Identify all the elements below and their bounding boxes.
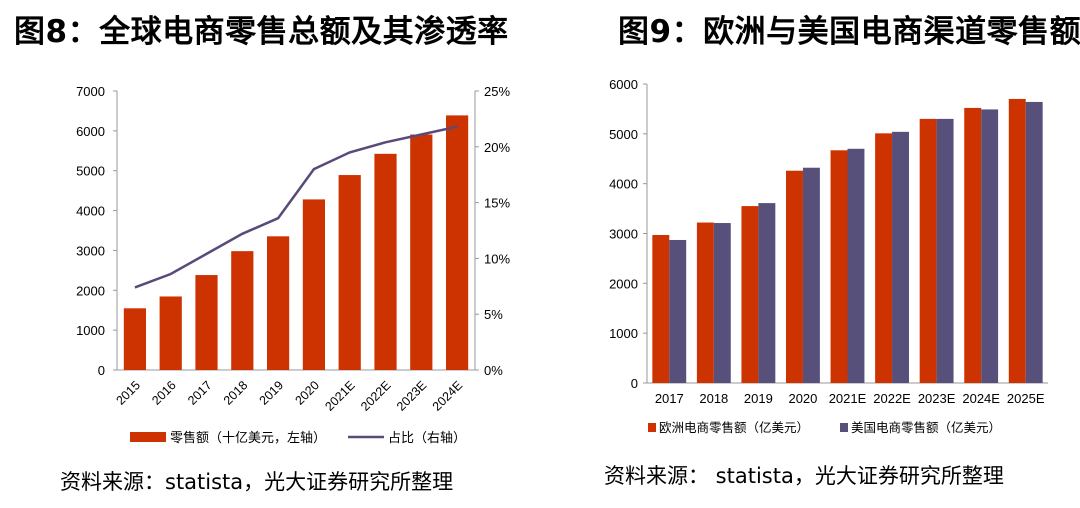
right-tick-label: 10% xyxy=(484,251,510,266)
right-tick-label: 15% xyxy=(484,196,510,211)
bar-retail-sales xyxy=(302,199,325,370)
legend-usa-swatch xyxy=(840,423,848,432)
x-tick-label: 2015 xyxy=(113,378,143,408)
x-tick-label: 2017 xyxy=(655,391,684,406)
bar-europe xyxy=(1008,98,1026,383)
right-tick-label: 5% xyxy=(484,307,503,322)
x-tick-label: 2021E xyxy=(829,391,867,406)
bar-retail-sales xyxy=(267,236,290,370)
bar-usa xyxy=(669,239,687,383)
bar-retail-sales xyxy=(195,275,218,370)
bar-retail-sales xyxy=(410,134,433,370)
left-tick-label: 2000 xyxy=(76,283,105,298)
x-tick-label: 2020 xyxy=(292,378,322,408)
x-tick-label: 2018 xyxy=(699,391,728,406)
y-tick-label: 3000 xyxy=(609,227,638,242)
x-tick-label: 2025E xyxy=(1007,391,1045,406)
right-tick-label: 25% xyxy=(484,84,510,99)
x-tick-label: 2019 xyxy=(744,391,773,406)
left-tick-label: 6000 xyxy=(76,124,105,139)
x-tick-label: 2017 xyxy=(185,378,215,408)
bar-usa xyxy=(758,203,776,383)
right-tick-label: 20% xyxy=(484,140,510,155)
x-tick-label: 2024E xyxy=(962,391,1000,406)
y-tick-label: 1000 xyxy=(609,326,638,341)
bar-usa xyxy=(847,148,865,383)
x-tick-label: 2019 xyxy=(257,378,287,408)
bar-europe xyxy=(919,118,937,383)
bar-usa xyxy=(936,118,954,383)
y-tick-label: 5000 xyxy=(609,127,638,142)
bar-usa xyxy=(892,131,909,383)
x-tick-label: 2020 xyxy=(788,391,817,406)
bar-europe xyxy=(875,133,893,383)
bar-europe xyxy=(786,170,803,383)
left-tick-label: 5000 xyxy=(76,164,105,179)
bar-retail-sales xyxy=(374,153,397,370)
right-tick-label: 0% xyxy=(484,363,503,378)
x-tick-label: 2021E xyxy=(322,378,357,413)
x-tick-label: 2023E xyxy=(918,391,956,406)
bar-europe xyxy=(741,206,759,383)
bar-retail-sales xyxy=(159,296,182,370)
x-tick-label: 2018 xyxy=(221,378,251,408)
y-tick-label: 0 xyxy=(631,376,638,391)
legend-europe-label: 欧洲电商零售额（亿美元） xyxy=(659,420,809,435)
bar-usa xyxy=(713,223,731,383)
y-tick-label: 4000 xyxy=(609,177,638,192)
y-tick-label: 6000 xyxy=(609,77,638,92)
legend-bar-swatch xyxy=(130,432,166,442)
bar-europe xyxy=(652,234,670,383)
x-tick-label: 2023E xyxy=(394,378,429,413)
legend-europe-swatch xyxy=(648,423,656,432)
bar-usa xyxy=(1025,101,1043,383)
bar-retail-sales xyxy=(446,115,469,370)
bar-usa xyxy=(802,167,820,383)
bar-europe xyxy=(964,107,982,384)
legend-bar-label: 零售额（十亿美元，左轴） xyxy=(170,430,326,445)
line-penetration-rate xyxy=(134,125,458,289)
figure8-chart: 0 1000 2000 3000 4000 5000 6000 7000 0% 5% 10% 15% 2… xyxy=(76,84,510,445)
bar-europe xyxy=(830,150,848,383)
figure8-source: 资料来源：statista，光大证券研究所整理 xyxy=(60,470,454,494)
left-tick-label: 0 xyxy=(98,363,105,378)
bar-retail-sales xyxy=(231,251,254,370)
y-tick-label: 2000 xyxy=(609,276,638,291)
legend-usa-label: 美国电商零售额（亿美元） xyxy=(851,420,1001,435)
left-tick-label: 4000 xyxy=(76,204,105,219)
bar-europe xyxy=(696,222,714,383)
left-tick-label: 7000 xyxy=(76,84,105,99)
legend-line-label: 占比（右轴） xyxy=(388,430,466,445)
x-tick-label: 2022E xyxy=(873,391,911,406)
figure9-chart: 0 1000 2000 3000 4000 5000 6000 2017 2018 2019 202… xyxy=(609,77,1048,435)
bar-usa xyxy=(981,109,999,383)
bar-retail-sales xyxy=(123,308,146,370)
left-tick-label: 3000 xyxy=(76,243,105,258)
x-tick-label: 2024E xyxy=(430,378,465,413)
x-tick-label: 2022E xyxy=(358,378,393,413)
figure9-title: 图9：欧洲与美国电商渠道零售额 xyxy=(618,14,1080,50)
left-tick-label: 1000 xyxy=(76,323,105,338)
figure8-title: 图8：全球电商零售总额及其渗透率 xyxy=(14,14,509,50)
figure9-source: 资料来源： statista，光大证券研究所整理 xyxy=(604,464,1004,488)
x-tick-label: 2016 xyxy=(149,378,179,408)
bar-retail-sales xyxy=(338,175,361,370)
